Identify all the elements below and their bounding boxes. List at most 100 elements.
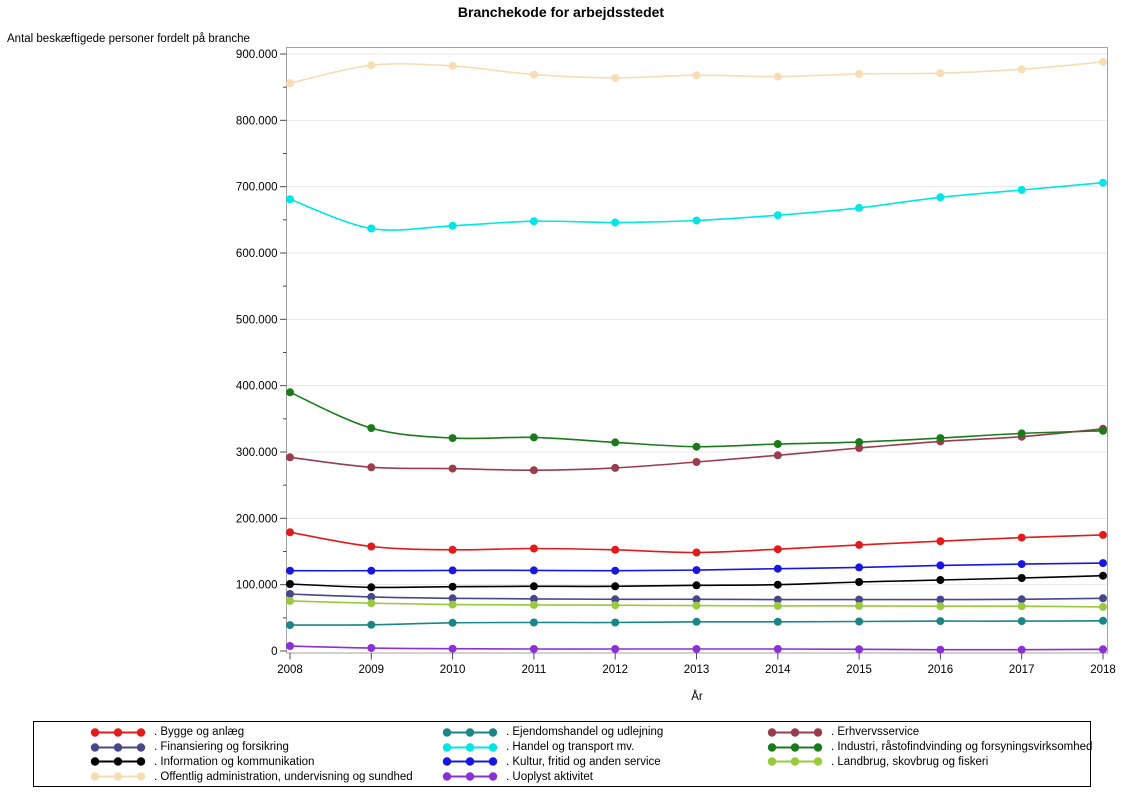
x-tick-label: 2016 [928, 664, 954, 676]
data-point [855, 645, 864, 654]
data-point [936, 537, 945, 546]
x-tick-label: 2018 [1090, 664, 1116, 676]
legend-marker-icon [90, 757, 146, 767]
data-point [286, 580, 294, 588]
data-point [773, 564, 782, 573]
x-tick-label: 2011 [522, 664, 547, 676]
x-tick-label: 2014 [765, 664, 791, 676]
series-line-3 [286, 58, 1107, 88]
data-point [1099, 594, 1107, 603]
data-point [448, 221, 457, 230]
y-tick-label: 900.000 [236, 49, 278, 61]
data-point [286, 453, 294, 462]
legend-item-label: . Landbrug, skovbrug og fiskeri [831, 755, 989, 768]
data-point [936, 561, 945, 570]
data-point [529, 217, 538, 226]
x-axis: 2008 2009 2010 2011 2012 2013 2014 2015 2016 2017… [277, 653, 1116, 676]
data-point [1017, 645, 1026, 654]
data-point [855, 444, 864, 452]
data-point [286, 195, 294, 204]
y-tick-label: 200.000 [236, 513, 278, 525]
data-point [936, 193, 945, 202]
data-point [529, 70, 538, 79]
data-point [855, 203, 864, 212]
legend: . Bygge og anlæg . Finansiering og forsik… [33, 721, 1092, 787]
data-point [1099, 58, 1107, 66]
data-point [692, 548, 701, 557]
data-point [855, 69, 864, 78]
legend-marker-icon [767, 757, 823, 767]
data-point [773, 72, 782, 81]
data-point [692, 216, 701, 225]
y-tick-label: 100.000 [236, 580, 278, 592]
data-point [286, 79, 294, 88]
data-point [855, 617, 864, 626]
data-point [936, 434, 945, 443]
chart-title: Branchekode for arbejdsstedet [457, 4, 665, 20]
data-point [448, 566, 457, 575]
data-point [936, 576, 945, 584]
legend-item-label: . Kultur, fritid og anden service [506, 755, 661, 768]
y-tick-label: 700.000 [236, 182, 278, 194]
legend-marker-icon [442, 728, 498, 737]
data-point [367, 61, 376, 70]
legend-item-label: . Finansiering og forsikring [154, 741, 289, 754]
data-point [1017, 186, 1026, 194]
data-point [286, 642, 294, 650]
data-point [529, 433, 538, 442]
data-point [692, 617, 701, 626]
data-point [286, 528, 294, 537]
data-point [367, 583, 376, 592]
gridlines [286, 53, 1108, 586]
data-point [855, 540, 864, 549]
data-point [367, 592, 376, 601]
data-point [611, 545, 620, 554]
data-point [692, 442, 701, 451]
data-point [855, 601, 864, 610]
data-point [1099, 616, 1107, 625]
data-point [1017, 574, 1026, 582]
data-point [367, 566, 376, 575]
x-tick-label: 2010 [440, 664, 466, 676]
legend-item: . Information og kommunikation [89, 755, 441, 770]
data-point [611, 582, 620, 591]
x-tick-label: 2013 [684, 664, 710, 676]
legend-marker-icon [442, 742, 498, 752]
series-line-10 [286, 596, 1107, 611]
legend-item-label: . Information og kommunikation [154, 755, 315, 768]
data-point [529, 582, 538, 591]
legend-item: . Industri, råstofindvinding og forsynin… [766, 740, 1092, 755]
data-point [448, 545, 457, 554]
data-point [1099, 178, 1107, 187]
legend-item-label: . Bygge og anlæg [154, 726, 245, 739]
data-point [286, 590, 294, 598]
y-tick-label: 500.000 [236, 314, 278, 326]
x-tick-label: 2012 [602, 664, 628, 676]
series-line-6 [286, 559, 1107, 575]
data-point [936, 617, 945, 626]
data-point [692, 458, 701, 466]
data-point [936, 602, 945, 611]
data-point [773, 451, 782, 460]
data-point [1099, 602, 1107, 611]
data-point [529, 466, 538, 475]
data-point [773, 595, 782, 604]
legend-marker-icon [90, 728, 146, 737]
data-point [773, 645, 782, 653]
data-point [611, 595, 620, 604]
data-point [286, 596, 294, 605]
legend-marker-icon [767, 742, 823, 752]
data-point [1017, 429, 1026, 438]
data-point [367, 542, 376, 551]
data-point [692, 566, 701, 575]
data-point [367, 224, 376, 233]
series-line-4 [286, 616, 1107, 630]
data-point [286, 621, 294, 630]
data-point [611, 73, 620, 82]
data-point [529, 544, 538, 553]
data-point [1099, 559, 1107, 568]
data-point [936, 69, 945, 78]
legend-marker-icon [442, 772, 498, 781]
data-point [1099, 530, 1107, 539]
